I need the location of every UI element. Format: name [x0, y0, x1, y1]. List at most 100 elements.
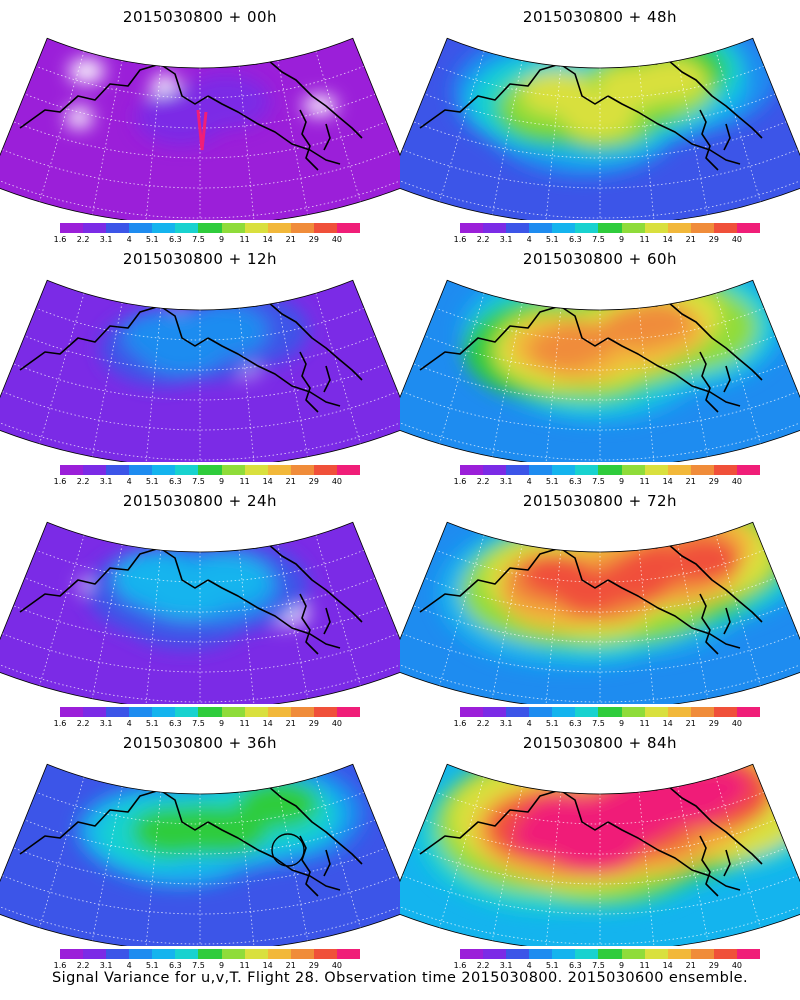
colorbar-swatch	[290, 707, 314, 717]
variance-contour	[620, 300, 692, 344]
colorbar-tick-label: 21	[285, 961, 296, 970]
graticule	[0, 777, 400, 946]
arctic-islands	[225, 765, 277, 781]
map-border	[0, 521, 400, 704]
arctic-islands	[225, 523, 277, 539]
panel-title: 2015030800 + 12h	[122, 250, 278, 268]
colorbar-tick-label: 1.6	[53, 719, 67, 728]
colorbar-swatch	[290, 949, 314, 959]
colorbar-swatch	[552, 223, 576, 233]
colorbar-swatch	[713, 465, 737, 475]
field-blobs	[460, 280, 784, 422]
variance-contour	[529, 328, 601, 371]
colorbar-tick-label: 1.6	[53, 961, 67, 970]
map-panel-24h: 2015030800 + 24h 1.6 2.2 3.1 4 5.1 6.3 7.5 9 11 1…	[0, 484, 400, 728]
variance-field	[400, 522, 800, 704]
colorbar-swatch	[575, 949, 599, 959]
graticule	[0, 51, 400, 220]
colorbar-tick-label: 29	[708, 235, 719, 244]
colorbar-tick-label: 11	[639, 235, 650, 244]
variance-contour	[180, 74, 271, 130]
colorbar-tick-label: 29	[708, 477, 719, 486]
colorbar-tick-label: 7.5	[592, 961, 605, 970]
colorbar-tick-label: 29	[308, 477, 319, 486]
hudson-coast	[299, 109, 331, 171]
colorbar-swatch	[336, 223, 361, 233]
map-border	[400, 279, 800, 462]
colorbar-swatch	[552, 707, 576, 717]
colorbar-tick-label: 9	[218, 719, 225, 728]
colorbar-tick-label: 9	[618, 235, 625, 244]
graticule	[0, 293, 400, 462]
colorbar-tick-label: 29	[708, 961, 719, 970]
colorbar-swatch	[244, 949, 268, 959]
latitude-line	[35, 791, 365, 825]
colorbar-swatch	[152, 707, 176, 717]
arctic-islands	[225, 281, 277, 297]
variance-contour	[521, 71, 593, 115]
hudson-coast	[299, 351, 331, 413]
colorbar-swatch	[644, 949, 668, 959]
colorbar-tick-label: 9	[218, 235, 225, 244]
latitude-line	[35, 65, 365, 99]
variance-contour	[131, 807, 213, 856]
colorbar-tick-label: 21	[685, 235, 696, 244]
figure-caption: Signal Variance for u,v,T. Flight 28. Ob…	[52, 970, 748, 986]
colorbar-swatch	[598, 949, 622, 959]
colorbar-swatch	[460, 223, 484, 233]
asia-coast	[419, 305, 609, 371]
colorbar-swatch	[290, 465, 314, 475]
colorbar-tick-label: 5.1	[145, 719, 159, 728]
asia-coast	[19, 63, 209, 129]
colorbar-swatch	[106, 465, 130, 475]
map-border	[0, 279, 400, 462]
colorbar-tick-label: 3.1	[99, 961, 113, 970]
alaska-coast	[607, 579, 741, 649]
alaska-coast	[607, 821, 741, 891]
colorbar-tick-label: 29	[708, 719, 719, 728]
colorbar-swatch	[83, 949, 107, 959]
arctic-islands	[625, 281, 677, 297]
colorbar-labels: 1.6 2.2 3.1 4 5.1 6.3 7.5 9 11 14 21 29 40	[454, 235, 760, 245]
colorbar-tick-label: 1.6	[53, 235, 67, 244]
low-variance-patch	[66, 106, 93, 129]
colorbar-tick-label: 21	[285, 477, 296, 486]
colorbar-swatch	[690, 707, 714, 717]
colorbar-labels: 1.6 2.2 3.1 4 5.1 6.3 7.5 9 11 14 21 29 40	[454, 961, 760, 971]
colorbar	[60, 465, 361, 475]
colorbar	[60, 949, 361, 959]
colorbar-swatch	[483, 949, 507, 959]
colorbar-tick-label: 4	[126, 961, 132, 970]
colorbar-swatch	[60, 707, 84, 717]
colorbar-swatch	[198, 223, 222, 233]
colorbar-tick-label: 11	[239, 477, 250, 486]
colorbar-tick-label: 11	[239, 235, 250, 244]
hudson-coast	[699, 109, 731, 171]
colorbar-tick-label: 2.2	[476, 961, 490, 970]
colorbar-tick-label: 9	[218, 477, 225, 486]
colorbar-tick-label: 11	[239, 719, 250, 728]
colorbar-tick-label: 2.2	[76, 961, 90, 970]
colorbar-swatch	[529, 223, 553, 233]
variance-contour	[634, 57, 707, 101]
asia-coast	[19, 547, 209, 613]
colorbar-swatch	[529, 707, 553, 717]
colorbar-swatch	[290, 223, 314, 233]
graticule	[0, 535, 400, 704]
colorbar-tick-label: 9	[618, 477, 625, 486]
colorbar-tick-label: 9	[218, 961, 225, 970]
colorbar-tick-label: 4	[126, 719, 132, 728]
graticule	[400, 293, 800, 462]
map-panel-72h: 2015030800 + 72h 1.6 2.2 3.1 4 5.1 6.3 7.5 9 11 1…	[400, 484, 800, 728]
colorbar-swatch	[175, 223, 199, 233]
map-border	[400, 763, 800, 946]
asia-coast	[19, 789, 209, 855]
arctic-islands	[625, 39, 677, 55]
variance-map	[400, 763, 800, 946]
colorbar-swatch	[506, 223, 530, 233]
colorbar-swatch	[667, 949, 691, 959]
colorbar-tick-label: 7.5	[192, 477, 205, 486]
colorbar-tick-label: 40	[331, 477, 343, 486]
colorbar-swatch	[129, 465, 153, 475]
colorbar-tick-label: 21	[685, 477, 696, 486]
